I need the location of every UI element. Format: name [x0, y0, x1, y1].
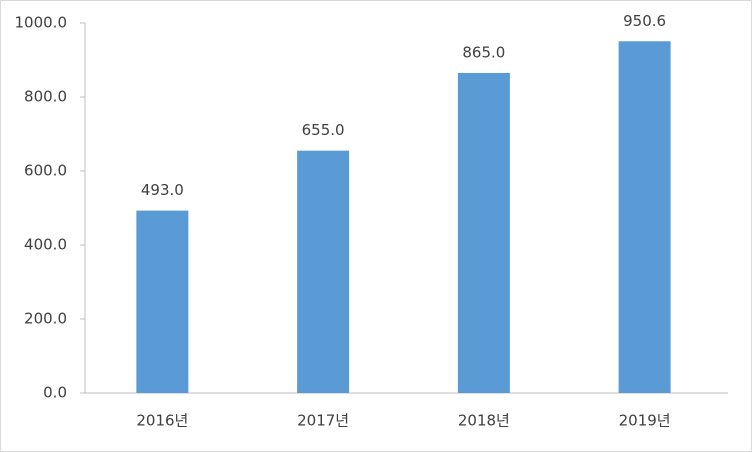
bar	[136, 210, 189, 393]
data-label: 865.0	[462, 43, 505, 61]
y-tick-label: 1000.0	[15, 14, 68, 32]
data-label: 493.0	[141, 181, 184, 199]
data-label: 950.6	[623, 12, 666, 30]
y-tick-label: 0.0	[43, 384, 67, 402]
y-tick-label: 600.0	[24, 162, 67, 180]
x-tick-label: 2017년	[297, 412, 349, 430]
bar	[457, 72, 510, 393]
x-tick-label: 2018년	[458, 412, 510, 430]
y-tick-label: 800.0	[24, 88, 67, 106]
x-tick-label: 2019년	[619, 412, 671, 430]
bar	[297, 150, 350, 393]
y-tick-label: 200.0	[24, 310, 67, 328]
bar	[618, 41, 671, 393]
x-tick-label: 2016년	[136, 412, 188, 430]
data-label: 655.0	[302, 121, 345, 139]
y-tick-label: 400.0	[24, 236, 67, 254]
